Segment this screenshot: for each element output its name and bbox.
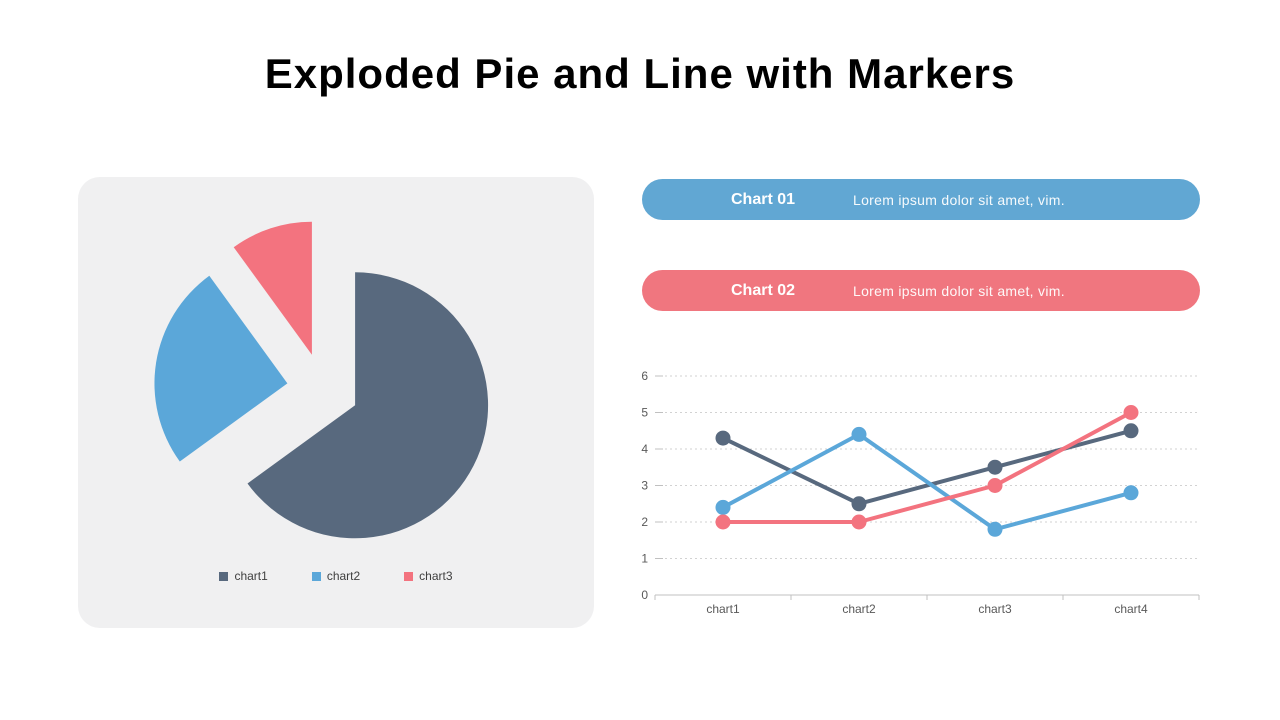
exploded-pie-chart [154,221,489,539]
x-axis-label-chart3: chart3 [978,602,1012,616]
y-axis-label-2: 2 [641,515,648,529]
legend-label-chart1: chart1 [234,569,268,583]
y-axis-label-5: 5 [641,406,648,420]
marker-chart2-chart4 [1123,485,1139,501]
marker-chart3-chart2 [851,514,867,530]
marker-chart1-chart3 [987,459,1003,475]
marker-chart1-chart2 [851,496,867,512]
legend-item-chart1: chart1 [219,569,268,583]
legend-item-chart3: chart3 [404,569,453,583]
pie-slice-chart2 [154,275,288,462]
pie-chart-panel: chart1 chart2 chart3 [78,177,594,628]
marker-chart3-chart3 [987,478,1003,493]
y-axis-label-4: 4 [641,442,648,456]
legend-label-chart2: chart2 [326,569,361,583]
marker-chart1-chart4 [1123,423,1139,439]
line-series-chart1 [721,428,1133,506]
legend-swatch-chart2 [311,571,321,581]
marker-chart1-chart1 [715,430,731,446]
legend-swatch-chart1 [219,571,229,581]
pie-legend: chart1 chart2 chart3 [78,569,594,583]
marker-chart3-chart4 [1123,405,1139,420]
line-chart-with-markers: 0 1 2 3 4 5 6 chart1 chart2 chart3 chart4 [641,369,1200,616]
y-axis-label-6: 6 [641,369,648,383]
line-series-chart3 [721,410,1133,524]
pie-slice-chart3 [233,221,312,355]
legend-item-chart2: chart2 [311,569,361,583]
legend-label-chart3: chart3 [419,569,453,583]
marker-chart3-chart1 [715,514,731,530]
y-axis-label-0: 0 [641,588,648,602]
legend-swatch-chart3 [404,571,414,581]
marker-chart2-chart2 [851,426,867,442]
marker-chart2-chart3 [987,521,1003,537]
x-axis-label-chart4: chart4 [1114,602,1148,616]
y-axis-label-1: 1 [641,552,648,566]
line-series-chart2 [721,432,1133,532]
banner-chart-02: Chart 02 Lorem ipsum dolor sit amet, vim… [642,270,1200,311]
banner-chart-01: Chart 01 Lorem ipsum dolor sit amet, vim… [642,179,1200,220]
banner-chart-01-title: Chart 01 [730,190,796,208]
x-axis-label-chart2: chart2 [842,602,876,616]
pie-slice-chart1 [247,272,489,539]
page-title: Exploded Pie and Line with Markers [264,50,1016,97]
banner-chart-02-title: Chart 02 [730,281,796,299]
banner-chart-02-description: Lorem ipsum dolor sit amet, vim. [853,282,1065,299]
y-axis-label-3: 3 [641,479,648,493]
x-axis-label-chart1: chart1 [706,602,740,616]
banner-chart-01-description: Lorem ipsum dolor sit amet, vim. [853,191,1065,208]
marker-chart2-chart1 [715,499,731,515]
